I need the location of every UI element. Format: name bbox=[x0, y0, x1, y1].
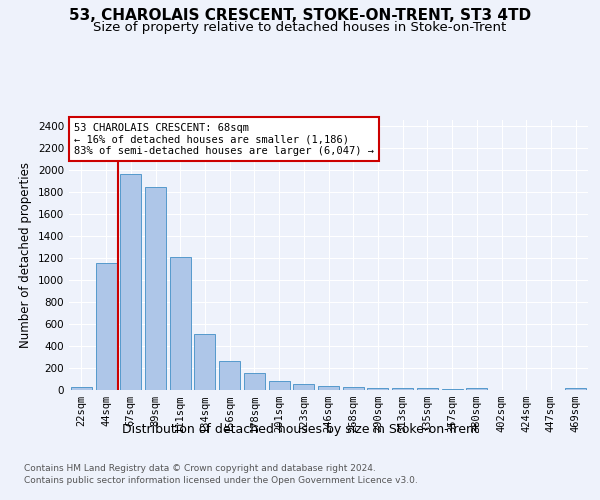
Bar bbox=[71, 386, 92, 390]
Bar bbox=[442, 389, 463, 390]
Bar bbox=[194, 334, 215, 390]
Bar bbox=[269, 381, 290, 390]
Bar bbox=[219, 361, 240, 390]
Bar bbox=[145, 187, 166, 390]
Bar bbox=[95, 264, 116, 390]
Bar bbox=[244, 373, 265, 390]
Bar bbox=[170, 256, 191, 390]
Bar bbox=[120, 174, 141, 390]
Text: 53 CHAROLAIS CRESCENT: 68sqm
← 16% of detached houses are smaller (1,186)
83% of: 53 CHAROLAIS CRESCENT: 68sqm ← 16% of de… bbox=[74, 122, 374, 156]
Bar bbox=[392, 388, 413, 390]
Bar bbox=[293, 384, 314, 390]
Bar bbox=[565, 388, 586, 390]
Bar bbox=[417, 388, 438, 390]
Y-axis label: Number of detached properties: Number of detached properties bbox=[19, 162, 32, 348]
Text: Contains public sector information licensed under the Open Government Licence v3: Contains public sector information licen… bbox=[24, 476, 418, 485]
Bar bbox=[343, 387, 364, 390]
Bar bbox=[367, 388, 388, 390]
Text: 53, CHAROLAIS CRESCENT, STOKE-ON-TRENT, ST3 4TD: 53, CHAROLAIS CRESCENT, STOKE-ON-TRENT, … bbox=[69, 8, 531, 22]
Bar bbox=[318, 386, 339, 390]
Bar bbox=[466, 388, 487, 390]
Text: Distribution of detached houses by size in Stoke-on-Trent: Distribution of detached houses by size … bbox=[122, 422, 478, 436]
Text: Size of property relative to detached houses in Stoke-on-Trent: Size of property relative to detached ho… bbox=[94, 21, 506, 34]
Text: Contains HM Land Registry data © Crown copyright and database right 2024.: Contains HM Land Registry data © Crown c… bbox=[24, 464, 376, 473]
